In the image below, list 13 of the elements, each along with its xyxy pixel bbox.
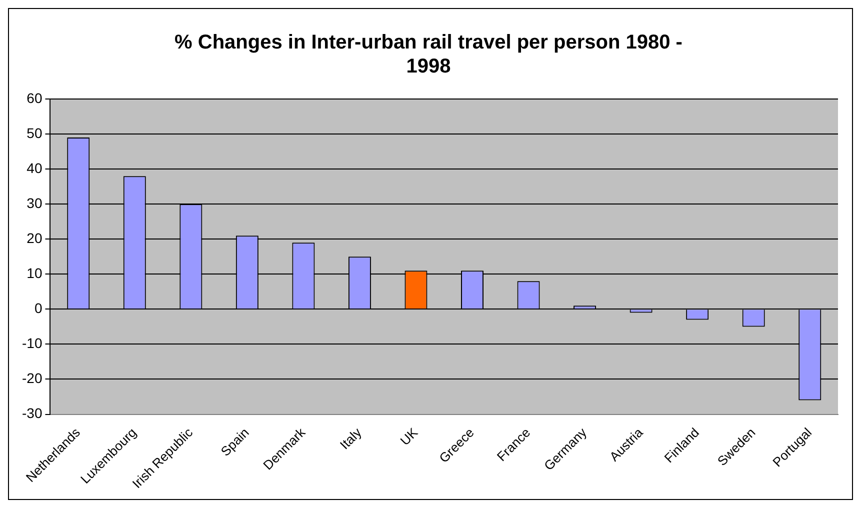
x-tick-label: UK (397, 424, 421, 448)
y-tick-label: -20 (22, 370, 42, 386)
y-tick-label: -10 (22, 335, 42, 352)
y-tick-label: 20 (26, 230, 42, 246)
y-tick-label: 10 (26, 265, 42, 282)
y-tick-label: 0 (34, 300, 42, 316)
y-tick-label: 30 (26, 194, 42, 211)
x-tick-label: Italy (336, 424, 365, 452)
y-tick-label: -30 (22, 405, 42, 422)
y-tick-label: 50 (26, 124, 42, 141)
y-tick-label: 40 (26, 160, 42, 176)
chart-title: % Changes in Inter-urban rail travel per person 1980 - 1998 (174, 32, 682, 78)
y-tick-label: 60 (26, 90, 42, 106)
